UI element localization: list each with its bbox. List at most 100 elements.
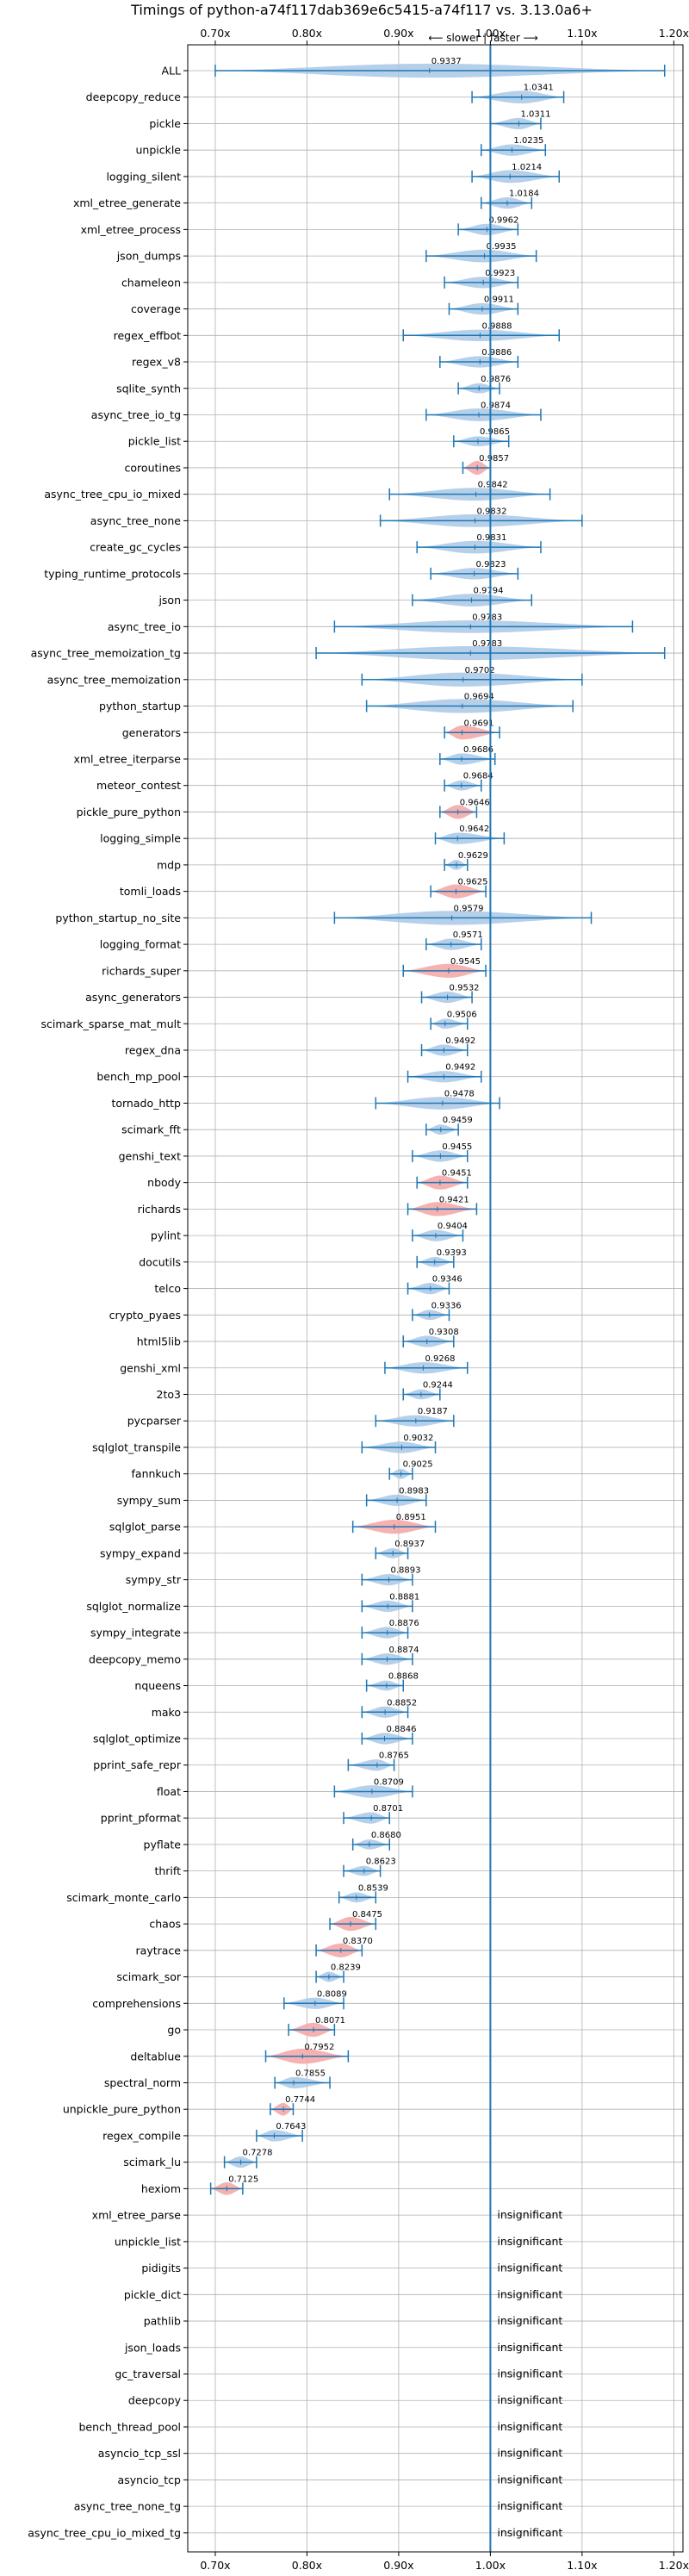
benchmark-label: async_tree_io_tg (91, 408, 181, 421)
x-tick-label-top: 0.70x (200, 27, 230, 40)
insignificant-label: insignificant (497, 2473, 562, 2486)
insignificant-label: insignificant (497, 2526, 562, 2539)
x-tick-label-bottom: 0.90x (383, 2559, 413, 2572)
value-label: 0.9032 (403, 1434, 433, 1443)
benchmark-label: async_tree_cpu_io_mixed_tg (28, 2526, 181, 2539)
value-label: 0.9794 (473, 587, 503, 596)
value-label: 0.9478 (444, 1089, 475, 1098)
benchmark-label: unpickle_pure_python (63, 2103, 181, 2116)
x-tick-label-top: 0.90x (383, 27, 413, 40)
value-label: 0.9393 (437, 1248, 467, 1258)
value-label: 0.9532 (450, 984, 480, 993)
value-label: 0.9308 (429, 1328, 459, 1337)
grid-layer (214, 45, 674, 2552)
benchmark-label: scimark_lu (123, 2156, 181, 2168)
x-tick-label-bottom: 1.00x (475, 2559, 506, 2572)
benchmark-label: crypto_pyaes (109, 1309, 181, 1322)
benchmark-label: deepcopy_reduce (86, 90, 182, 103)
benchmark-label: chaos (149, 1918, 181, 1931)
benchmark-label: xml_etree_parse (92, 2209, 182, 2222)
benchmark-label: meteor_contest (96, 779, 181, 792)
value-label: 0.8876 (389, 1619, 419, 1628)
benchmark-label: bench_mp_pool (96, 1070, 181, 1083)
value-label: 0.9857 (479, 454, 509, 464)
benchmark-label: pprint_pformat (101, 1812, 181, 1825)
value-label: 0.7125 (228, 2175, 258, 2184)
x-tick-label-top: 1.20x (659, 27, 689, 40)
value-label: 0.9629 (458, 851, 488, 861)
benchmark-label: regex_compile (102, 2129, 181, 2142)
benchmark-label: sqlglot_optimize (93, 1732, 181, 1745)
x-tick-label-bottom: 1.10x (567, 2559, 597, 2572)
benchmark-label: scimark_monte_carlo (66, 1891, 181, 1904)
benchmark-label: python_startup (99, 700, 181, 712)
benchmark-label: create_gc_cycles (90, 541, 181, 554)
marks-layer: 0.9337 1.0341 1.0311 1.0235 1.0214 1.0184 0.99… (209, 45, 666, 2552)
x-tick-label-bottom: 0.70x (200, 2559, 230, 2572)
value-label: 0.9783 (472, 639, 502, 649)
value-label: 0.7952 (304, 2043, 334, 2052)
benchmark-label: json_dumps (116, 250, 181, 263)
benchmark-label: regex_v8 (132, 356, 181, 369)
value-label: 0.9874 (481, 401, 511, 410)
value-label: 0.9337 (431, 57, 462, 66)
value-label: 0.9702 (465, 666, 495, 675)
value-label: 0.9911 (484, 296, 514, 305)
value-label: 0.9694 (464, 693, 494, 702)
insignificant-label: insignificant (497, 2314, 562, 2327)
benchmark-label: deepcopy_memo (89, 1652, 181, 1665)
value-label: 0.9865 (480, 427, 510, 437)
benchmark-label: deltablue (130, 2050, 181, 2063)
value-label: 0.8983 (399, 1486, 429, 1496)
value-label: 0.8709 (374, 1777, 404, 1787)
value-label: 0.9025 (403, 1460, 433, 1470)
value-label: 0.8089 (317, 1989, 347, 1999)
benchmark-label: async_tree_none (90, 514, 182, 527)
value-label: 0.9923 (485, 269, 515, 278)
benchmark-label: logging_format (100, 938, 181, 951)
value-label: 0.8951 (396, 1513, 426, 1522)
value-label: 0.8846 (387, 1725, 417, 1734)
benchmark-label: telco (154, 1282, 181, 1295)
benchmark-label: sympy_str (126, 1573, 182, 1586)
benchmark-label: deepcopy (128, 2394, 182, 2407)
benchmark-label: async_tree_cpu_io_mixed (44, 488, 181, 501)
benchmark-label: sqlglot_normalize (86, 1600, 181, 1613)
value-label: 0.9506 (447, 1010, 477, 1019)
benchmark-label: pylint (151, 1229, 181, 1242)
insignificant-label: insignificant (497, 2368, 562, 2380)
value-label: 0.9492 (445, 1036, 475, 1046)
benchmark-label: typing_runtime_protocols (44, 567, 181, 580)
benchmark-label: 2to3 (157, 1388, 181, 1401)
chart-title: Timings of python-a74f117dab369e6c5415-a… (130, 2, 593, 18)
benchmark-label: thrift (154, 1864, 181, 1877)
insignificant-label: insignificant (497, 2208, 562, 2221)
value-label: 0.9625 (457, 878, 487, 887)
benchmark-label: richards (138, 1203, 181, 1216)
value-label: 0.8868 (388, 1672, 419, 1682)
benchmark-label: nqueens (134, 1679, 181, 1692)
benchmark-label: go (167, 2024, 181, 2037)
benchmark-label: sympy_expand (100, 1546, 181, 1559)
benchmark-label: coroutines (125, 461, 181, 474)
value-label: 0.8893 (391, 1566, 421, 1576)
benchmark-label: docutils (139, 1255, 181, 1268)
benchmark-label: hexiom (141, 2182, 181, 2195)
benchmark-label: scimark_sor (116, 1970, 181, 1983)
benchmark-label: async_tree_none_tg (74, 2500, 181, 2513)
benchmark-label: richards_super (102, 964, 182, 977)
benchmark-label: mako (152, 1706, 181, 1719)
benchmark-label: async_tree_io (108, 620, 181, 633)
value-label: 0.9886 (481, 348, 512, 358)
benchmark-label: genshi_xml (120, 1361, 181, 1374)
benchmark-label: pyflate (144, 1838, 182, 1851)
value-label: 0.9451 (442, 1169, 472, 1179)
x-tick-label-top: 0.80x (292, 27, 322, 40)
benchmark-label: asyncio_tcp (118, 2473, 182, 2486)
benchmark-label: mdp (157, 858, 181, 871)
benchmark-label: scimark_fft (121, 1123, 181, 1136)
benchmark-label: unpickle (135, 144, 181, 157)
benchmark-label: raytrace (136, 1944, 182, 1957)
benchmark-label: pickle_dict (124, 2288, 181, 2301)
